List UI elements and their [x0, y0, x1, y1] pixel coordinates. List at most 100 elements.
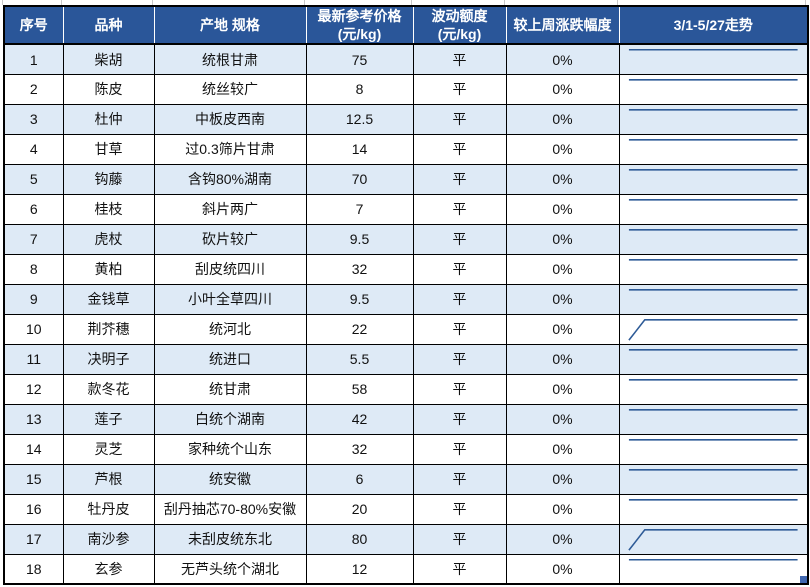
cell-variety[interactable]: 南沙参	[62, 523, 155, 555]
cell-price[interactable]: 20	[305, 493, 414, 525]
header-weekly-change[interactable]: 较上周涨跌幅度	[505, 6, 619, 46]
cell-price[interactable]: 42	[305, 403, 414, 435]
cell-variety[interactable]: 陈皮	[62, 73, 155, 105]
cell-price[interactable]: 8	[305, 73, 414, 105]
cell-weekly-change[interactable]: 0%	[505, 553, 620, 585]
cell-weekly-change[interactable]: 0%	[505, 73, 620, 105]
cell-trend[interactable]	[618, 223, 809, 255]
cell-index[interactable]: 2	[3, 73, 64, 105]
cell-trend[interactable]	[618, 43, 809, 75]
cell-price[interactable]: 6	[305, 463, 414, 495]
cell-variety[interactable]: 金钱草	[62, 283, 155, 315]
cell-price[interactable]: 7	[305, 193, 414, 225]
cell-weekly-change[interactable]: 0%	[505, 133, 620, 165]
cell-fluctuation[interactable]: 平	[412, 553, 507, 585]
cell-index[interactable]: 5	[3, 163, 64, 195]
header-origin-spec[interactable]: 产地 规格	[153, 6, 306, 46]
cell-fluctuation[interactable]: 平	[412, 163, 507, 195]
cell-trend[interactable]	[618, 193, 809, 225]
cell-variety[interactable]: 桂枝	[62, 193, 155, 225]
cell-trend[interactable]	[618, 253, 809, 285]
cell-origin-spec[interactable]: 含钩80%湖南	[153, 163, 307, 195]
cell-price[interactable]: 12	[305, 553, 414, 585]
cell-variety[interactable]: 芦根	[62, 463, 155, 495]
cell-weekly-change[interactable]: 0%	[505, 493, 620, 525]
cell-fluctuation[interactable]: 平	[412, 373, 507, 405]
cell-trend[interactable]	[618, 553, 809, 585]
cell-index[interactable]: 1	[3, 43, 64, 75]
cell-trend[interactable]	[618, 493, 809, 525]
cell-origin-spec[interactable]: 家种统个山东	[153, 433, 307, 465]
cell-index[interactable]: 17	[3, 523, 64, 555]
cell-index[interactable]: 9	[3, 283, 64, 315]
header-fluctuation[interactable]: 波动额度 (元/kg)	[412, 6, 506, 46]
cell-index[interactable]: 7	[3, 223, 64, 255]
cell-trend[interactable]	[618, 463, 809, 495]
cell-origin-spec[interactable]: 未刮皮统东北	[153, 523, 307, 555]
cell-fluctuation[interactable]: 平	[412, 523, 507, 555]
cell-variety[interactable]: 莲子	[62, 403, 155, 435]
cell-trend[interactable]	[618, 163, 809, 195]
cell-price[interactable]: 32	[305, 433, 414, 465]
cell-weekly-change[interactable]: 0%	[505, 223, 620, 255]
cell-price[interactable]: 75	[305, 43, 414, 75]
cell-origin-spec[interactable]: 刮丹抽芯70-80%安徽	[153, 493, 307, 525]
cell-origin-spec[interactable]: 砍片较广	[153, 223, 307, 255]
cell-price[interactable]: 22	[305, 313, 414, 345]
cell-fluctuation[interactable]: 平	[412, 193, 507, 225]
cell-origin-spec[interactable]: 斜片两广	[153, 193, 307, 225]
cell-weekly-change[interactable]: 0%	[505, 163, 620, 195]
cell-origin-spec[interactable]: 白统个湖南	[153, 403, 307, 435]
cell-origin-spec[interactable]: 统进口	[153, 343, 307, 375]
cell-fluctuation[interactable]: 平	[412, 253, 507, 285]
cell-index[interactable]: 15	[3, 463, 64, 495]
cell-fluctuation[interactable]: 平	[412, 43, 507, 75]
cell-origin-spec[interactable]: 统甘肃	[153, 373, 307, 405]
cell-origin-spec[interactable]: 过0.3筛片甘肃	[153, 133, 307, 165]
cell-weekly-change[interactable]: 0%	[505, 373, 620, 405]
cell-origin-spec[interactable]: 小叶全草四川	[153, 283, 307, 315]
cell-fluctuation[interactable]: 平	[412, 433, 507, 465]
cell-price[interactable]: 12.5	[305, 103, 414, 135]
cell-variety[interactable]: 黄柏	[62, 253, 155, 285]
cell-trend[interactable]	[618, 283, 809, 315]
cell-price[interactable]: 70	[305, 163, 414, 195]
cell-variety[interactable]: 柴胡	[62, 43, 155, 75]
cell-weekly-change[interactable]: 0%	[505, 313, 620, 345]
cell-weekly-change[interactable]: 0%	[505, 433, 620, 465]
cell-trend[interactable]	[618, 103, 809, 135]
cell-fluctuation[interactable]: 平	[412, 223, 507, 255]
cell-weekly-change[interactable]: 0%	[505, 403, 620, 435]
cell-price[interactable]: 80	[305, 523, 414, 555]
cell-index[interactable]: 14	[3, 433, 64, 465]
cell-trend[interactable]	[618, 343, 809, 375]
cell-fluctuation[interactable]: 平	[412, 73, 507, 105]
cell-index[interactable]: 8	[3, 253, 64, 285]
cell-fluctuation[interactable]: 平	[412, 103, 507, 135]
cell-index[interactable]: 12	[3, 373, 64, 405]
header-index[interactable]: 序号	[4, 6, 63, 46]
cell-weekly-change[interactable]: 0%	[505, 523, 620, 555]
cell-weekly-change[interactable]: 0%	[505, 343, 620, 375]
cell-weekly-change[interactable]: 0%	[505, 43, 620, 75]
cell-index[interactable]: 10	[3, 313, 64, 345]
cell-variety[interactable]: 虎杖	[62, 223, 155, 255]
cell-index[interactable]: 6	[3, 193, 64, 225]
cell-price[interactable]: 5.5	[305, 343, 414, 375]
cell-index[interactable]: 13	[3, 403, 64, 435]
cell-trend[interactable]	[618, 73, 809, 105]
cell-index[interactable]: 3	[3, 103, 64, 135]
cell-origin-spec[interactable]: 中板皮西南	[153, 103, 307, 135]
header-trend[interactable]: 3/1-5/27走势	[618, 6, 808, 46]
cell-index[interactable]: 16	[3, 493, 64, 525]
cell-weekly-change[interactable]: 0%	[505, 103, 620, 135]
cell-index[interactable]: 4	[3, 133, 64, 165]
cell-variety[interactable]: 牡丹皮	[62, 493, 155, 525]
cell-price[interactable]: 14	[305, 133, 414, 165]
cell-variety[interactable]: 荆芥穗	[62, 313, 155, 345]
cell-trend[interactable]	[618, 523, 809, 555]
cell-price[interactable]: 9.5	[305, 223, 414, 255]
cell-fluctuation[interactable]: 平	[412, 343, 507, 375]
cell-fluctuation[interactable]: 平	[412, 133, 507, 165]
cell-weekly-change[interactable]: 0%	[505, 463, 620, 495]
